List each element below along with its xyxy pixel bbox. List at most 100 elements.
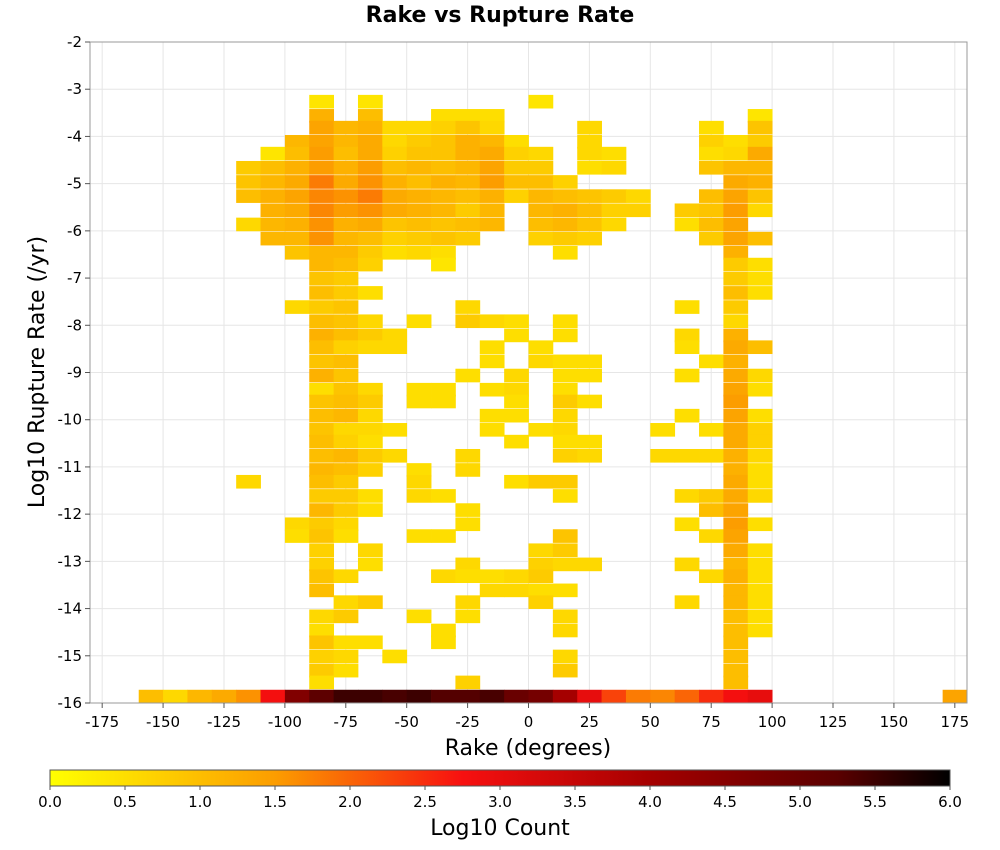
heatmap-cell: [309, 94, 335, 109]
heatmap-cell: [504, 394, 529, 409]
heatmap-cell: [382, 189, 408, 203]
heatmap-cell: [699, 423, 724, 437]
heatmap-cell: [357, 175, 383, 189]
heatmap-cell: [382, 245, 408, 260]
heatmap-cell: [382, 231, 408, 246]
x-tick-label: -175: [85, 713, 119, 731]
heatmap-cell: [674, 689, 700, 704]
heatmap-cell: [333, 649, 359, 664]
heatmap-cell: [504, 569, 529, 583]
colorbar-label: Log10 Count: [430, 816, 570, 841]
heatmap-cell: [504, 382, 529, 397]
heatmap-cell: [504, 160, 529, 175]
heatmap-cell: [552, 529, 578, 543]
y-tick-label: -6: [67, 222, 82, 240]
y-tick-label: -15: [58, 647, 83, 665]
heatmap-cell: [552, 474, 578, 489]
heatmap-cell: [723, 146, 749, 161]
heatmap-cell: [479, 189, 505, 203]
heatmap-cell: [504, 689, 529, 704]
heatmap-cell: [284, 231, 310, 246]
heatmap-cell: [455, 189, 481, 203]
heatmap-cell: [333, 595, 359, 609]
heatmap-cell: [942, 689, 968, 704]
heatmap-cell: [455, 463, 481, 477]
heatmap-cell: [552, 689, 578, 704]
heatmap-cell: [309, 408, 335, 423]
heatmap-cell: [747, 175, 773, 189]
heatmap-cell: [236, 689, 261, 704]
heatmap-cell: [479, 583, 505, 598]
heatmap-cell: [431, 135, 456, 149]
heatmap-cell: [479, 689, 505, 704]
heatmap-cell: [309, 120, 335, 135]
heatmap-cell: [577, 354, 602, 369]
heatmap-cell: [431, 189, 456, 203]
heatmap-cell: [333, 394, 359, 409]
heatmap-cell: [309, 314, 335, 329]
heatmap-cell: [333, 328, 359, 343]
heatmap-cell: [455, 109, 481, 123]
heatmap-cell: [674, 595, 700, 609]
heatmap-cell: [723, 189, 749, 203]
heatmap-cell: [333, 300, 359, 314]
heatmap-cell: [309, 489, 335, 503]
heatmap-cell: [577, 160, 602, 175]
heatmap-cell: [455, 517, 481, 532]
heatmap-cell: [357, 340, 383, 355]
heatmap-cell: [455, 689, 481, 704]
heatmap-cell: [699, 503, 724, 517]
heatmap-cell: [260, 231, 286, 246]
heatmap-cell: [357, 257, 383, 272]
heatmap-cell: [723, 160, 749, 175]
heatmap-cell: [309, 175, 335, 189]
heatmap-cell: [504, 146, 529, 161]
heatmap-cell: [504, 434, 529, 449]
heatmap-cell: [699, 689, 724, 704]
heatmap-cell: [455, 448, 481, 463]
heatmap-cell: [455, 675, 481, 690]
heatmap-cell: [455, 146, 481, 161]
heatmap-cell: [479, 203, 505, 218]
x-tick-label: -125: [207, 713, 241, 731]
heatmap-cell: [357, 689, 383, 704]
heatmap-cell: [577, 557, 602, 572]
heatmap-cell: [333, 368, 359, 383]
heatmap-cell: [357, 135, 383, 149]
heatmap-cell: [528, 217, 554, 232]
heatmap-cell: [357, 635, 383, 650]
heatmap-cell: [723, 175, 749, 189]
x-tick-label: -150: [146, 713, 180, 731]
y-tick-label: -9: [67, 364, 82, 382]
heatmap-cell: [357, 160, 383, 175]
heatmap-cell: [309, 434, 335, 449]
heatmap-cell: [699, 120, 724, 135]
heatmap-cell: [333, 448, 359, 463]
heatmap-cell: [699, 217, 724, 232]
heatmap-cell: [552, 231, 578, 246]
heatmap-cell: [747, 189, 773, 203]
heatmap-cell: [309, 328, 335, 343]
heatmap-cell: [333, 689, 359, 704]
heatmap-cell: [504, 328, 529, 343]
heatmap-cell: [747, 368, 773, 383]
heatmap-cell: [747, 474, 773, 489]
x-tick-label: 150: [880, 713, 909, 731]
heatmap-cell: [479, 120, 505, 135]
heatmap-cell: [333, 503, 359, 517]
heatmap-cell: [528, 423, 554, 437]
x-tick-label: -100: [268, 713, 302, 731]
heatmap-cell: [723, 314, 749, 329]
heatmap-cell: [747, 382, 773, 397]
heatmap-cell: [382, 120, 408, 135]
heatmap-cell: [455, 609, 481, 624]
heatmap-cell: [699, 231, 724, 246]
x-tick-label: 25: [580, 713, 599, 731]
heatmap-cell: [284, 135, 310, 149]
heatmap-cell: [406, 189, 432, 203]
heatmap-cell: [455, 368, 481, 383]
heatmap-cell: [406, 146, 432, 161]
heatmap-cell: [309, 543, 335, 558]
heatmap-cell: [528, 354, 554, 369]
heatmap-cell: [309, 286, 335, 300]
